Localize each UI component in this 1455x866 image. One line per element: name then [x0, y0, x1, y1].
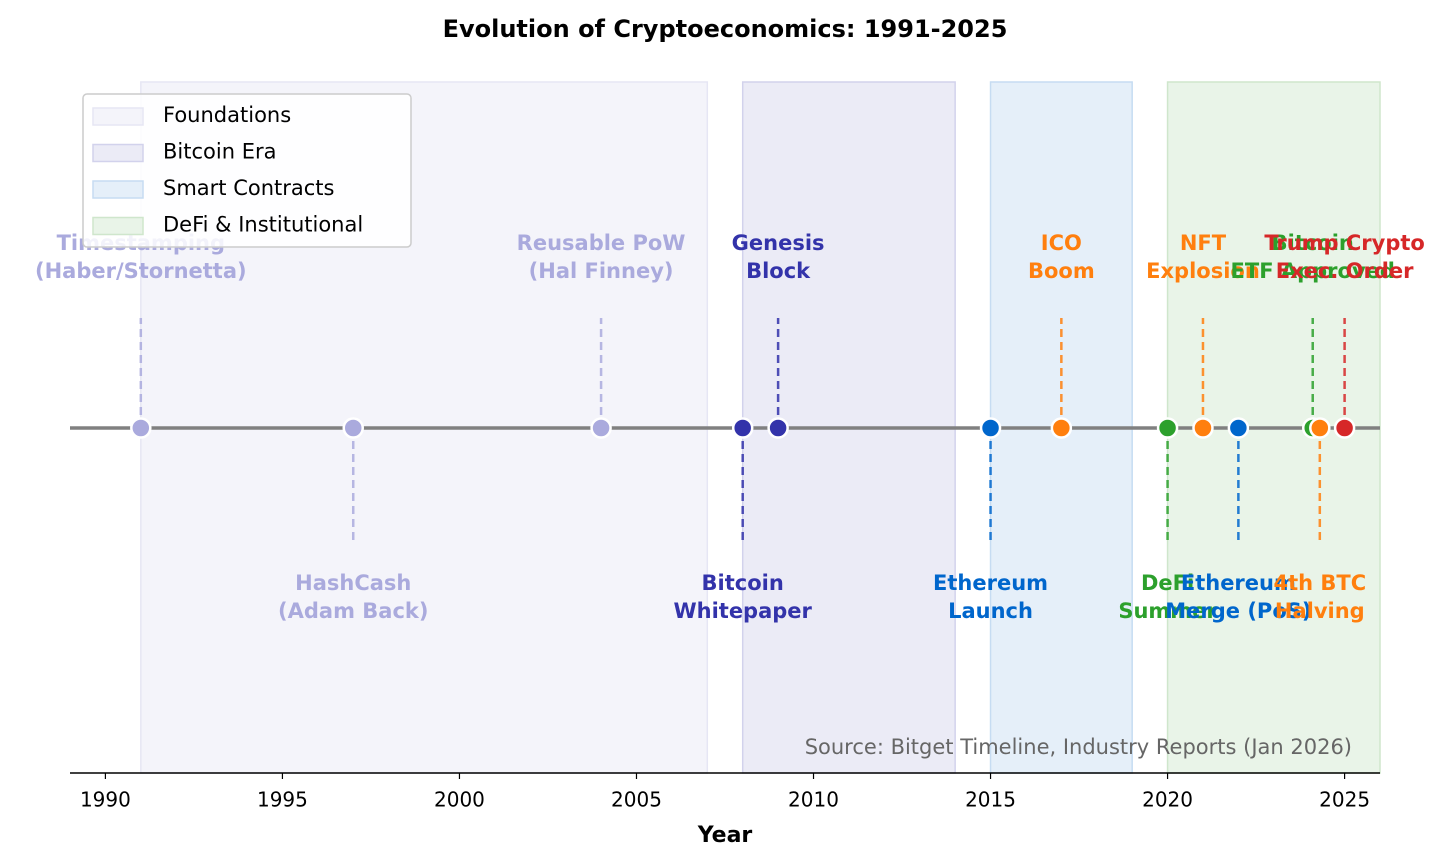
event-dot: [130, 417, 152, 439]
x-tick-label: 2015: [965, 788, 1016, 812]
x-tick-label: 1995: [257, 788, 308, 812]
x-tick-label: 2010: [788, 788, 839, 812]
event-label: Summer: [1118, 599, 1217, 623]
event-label: Boom: [1028, 259, 1095, 283]
legend-box: [82, 93, 412, 248]
event-label: ETF Approved: [1231, 259, 1395, 283]
event-label: Bitcoin: [702, 571, 784, 595]
x-tick-label: 2000: [434, 788, 485, 812]
source-note: Source: Bitget Timeline, Industry Report…: [805, 735, 1352, 759]
legend-label: DeFi & Institutional: [163, 213, 363, 237]
chart-title: Evolution of Cryptoeconomics: 1991-2025: [443, 15, 1008, 43]
event-label: Launch: [948, 599, 1033, 623]
legend-swatch: [92, 107, 144, 126]
event-label: Reusable PoW: [517, 231, 686, 255]
event-label: Exec. Order: [1276, 259, 1414, 283]
event-dot: [1192, 417, 1214, 439]
event-label: Merge (PoS): [1165, 599, 1311, 623]
event-label: HashCash: [295, 571, 411, 595]
event-dot: [590, 417, 612, 439]
x-tick-label: 2025: [1319, 788, 1370, 812]
legend-swatch: [92, 180, 144, 199]
x-axis-label: Year: [697, 823, 753, 848]
event-dot: [1156, 417, 1179, 439]
event-dot: [767, 417, 789, 439]
event-label: Bitcoin: [1272, 231, 1354, 255]
x-tick-label: 2020: [1142, 788, 1193, 812]
event-dot: [1309, 417, 1331, 439]
event-label: Trump Crypto: [1264, 231, 1425, 255]
event-label: 4th BTC: [1273, 571, 1366, 595]
event-label: ICO: [1041, 231, 1082, 255]
event-label: Genesis: [732, 231, 825, 255]
legend-label: Smart Contracts: [163, 176, 334, 200]
legend-swatch: [92, 216, 144, 236]
event-dot: [1333, 417, 1356, 439]
event-label: Ethereum: [933, 571, 1048, 595]
event-label: NFT: [1180, 231, 1227, 255]
event-label: (Adam Back): [278, 599, 428, 623]
event-label: Block: [746, 259, 811, 283]
x-tick-label: 2005: [611, 788, 662, 812]
event-label: Ethereum: [1181, 571, 1296, 595]
legend-label: Foundations: [163, 103, 291, 127]
event-label: Whitepaper: [673, 599, 812, 623]
event-dot: [1050, 417, 1073, 439]
event-dot: [342, 417, 364, 439]
event-dot: [731, 417, 754, 439]
event-label: Explosion: [1146, 259, 1260, 283]
event-dot: [1227, 417, 1250, 439]
x-tick-label: 1990: [80, 788, 131, 812]
event-label: (Haber/Stornetta): [35, 259, 247, 283]
legend-label: Bitcoin Era: [163, 140, 276, 164]
event-dot: [979, 417, 1002, 439]
legend-swatch: [92, 143, 144, 163]
event-label: (Hal Finney): [529, 259, 674, 283]
event-label: DeFi: [1141, 571, 1194, 595]
event-label: Halving: [1275, 599, 1365, 623]
